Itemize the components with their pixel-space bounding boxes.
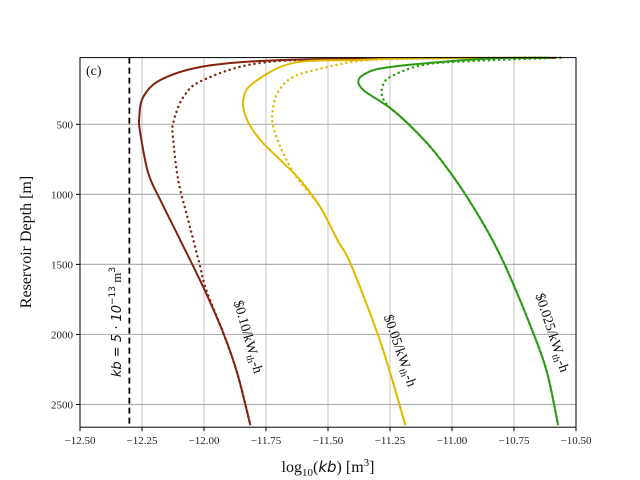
label-main: $0.025/kW (532, 292, 566, 357)
x-tick-label: −12.50 (65, 435, 96, 447)
series-line-2-solid (241, 56, 546, 426)
x-tick-label: −10.50 (561, 435, 592, 447)
y-tick-label: 1000 (51, 189, 74, 201)
label-sub: th (243, 354, 256, 365)
xlabel-sub: 10 (302, 467, 314, 479)
xlabel-var: kb (318, 458, 336, 476)
xlabel-log: log (282, 459, 302, 476)
x-tick-label: −10.75 (499, 435, 530, 447)
label-tail: -h (401, 373, 419, 389)
series-label-010: $0.10/kWth-h (228, 299, 265, 376)
ticks: −12.50 −12.25 −12.00 −11.75 −11.50 −11.25 −11.… (51, 119, 592, 447)
series-line-0-solid (137, 56, 556, 426)
xlabel-paren: ( (313, 459, 318, 476)
y-tick-label: 500 (57, 119, 74, 131)
ref-label-exp: −13 (108, 286, 118, 305)
label-tail: -h (247, 360, 265, 375)
x-tick-label: −11.50 (313, 435, 344, 447)
panel-label: (c) (86, 64, 102, 79)
series-line-3-dotted (270, 56, 562, 427)
y-tick-label: 1500 (51, 259, 74, 271)
y-axis-label: Reservoir Depth [m] (18, 176, 35, 308)
ref-label-unit-exp: 3 (108, 267, 118, 273)
grid (80, 57, 576, 428)
label-main: $0.10/kW (230, 299, 260, 357)
ref-label-main: kb = 5 · 10 (110, 305, 125, 377)
label-main: $0.05/kW (380, 313, 413, 371)
series-line-4-solid (357, 56, 560, 426)
series-line-5-dotted (380, 56, 562, 427)
x-tick-label: −11.00 (437, 435, 468, 447)
x-tick-label: −12.00 (189, 435, 220, 447)
x-tick-label: −11.25 (375, 435, 406, 447)
xlabel-sup: 3 (364, 457, 370, 469)
series-label-0025: $0.025/kWth-h (530, 292, 572, 375)
reference-line-label: kb = 5 · 10−13 m3 (108, 267, 125, 377)
series-group (137, 56, 562, 427)
label-sub: th (396, 367, 409, 378)
x-tick-label: −12.25 (127, 435, 158, 447)
x-axis-label: log10(kb) [m3] (282, 457, 375, 479)
x-tick-label: −11.75 (251, 435, 282, 447)
y-tick-label: 2000 (51, 329, 74, 341)
xlabel-end: ] (369, 459, 374, 476)
label-tail: -h (553, 359, 571, 375)
series-line-1-dotted (171, 56, 562, 427)
y-tick-label: 2500 (51, 400, 74, 412)
ref-label-unit: m (109, 273, 124, 286)
xlabel-unit: ) [m (337, 459, 365, 476)
label-sub: th (549, 353, 562, 364)
